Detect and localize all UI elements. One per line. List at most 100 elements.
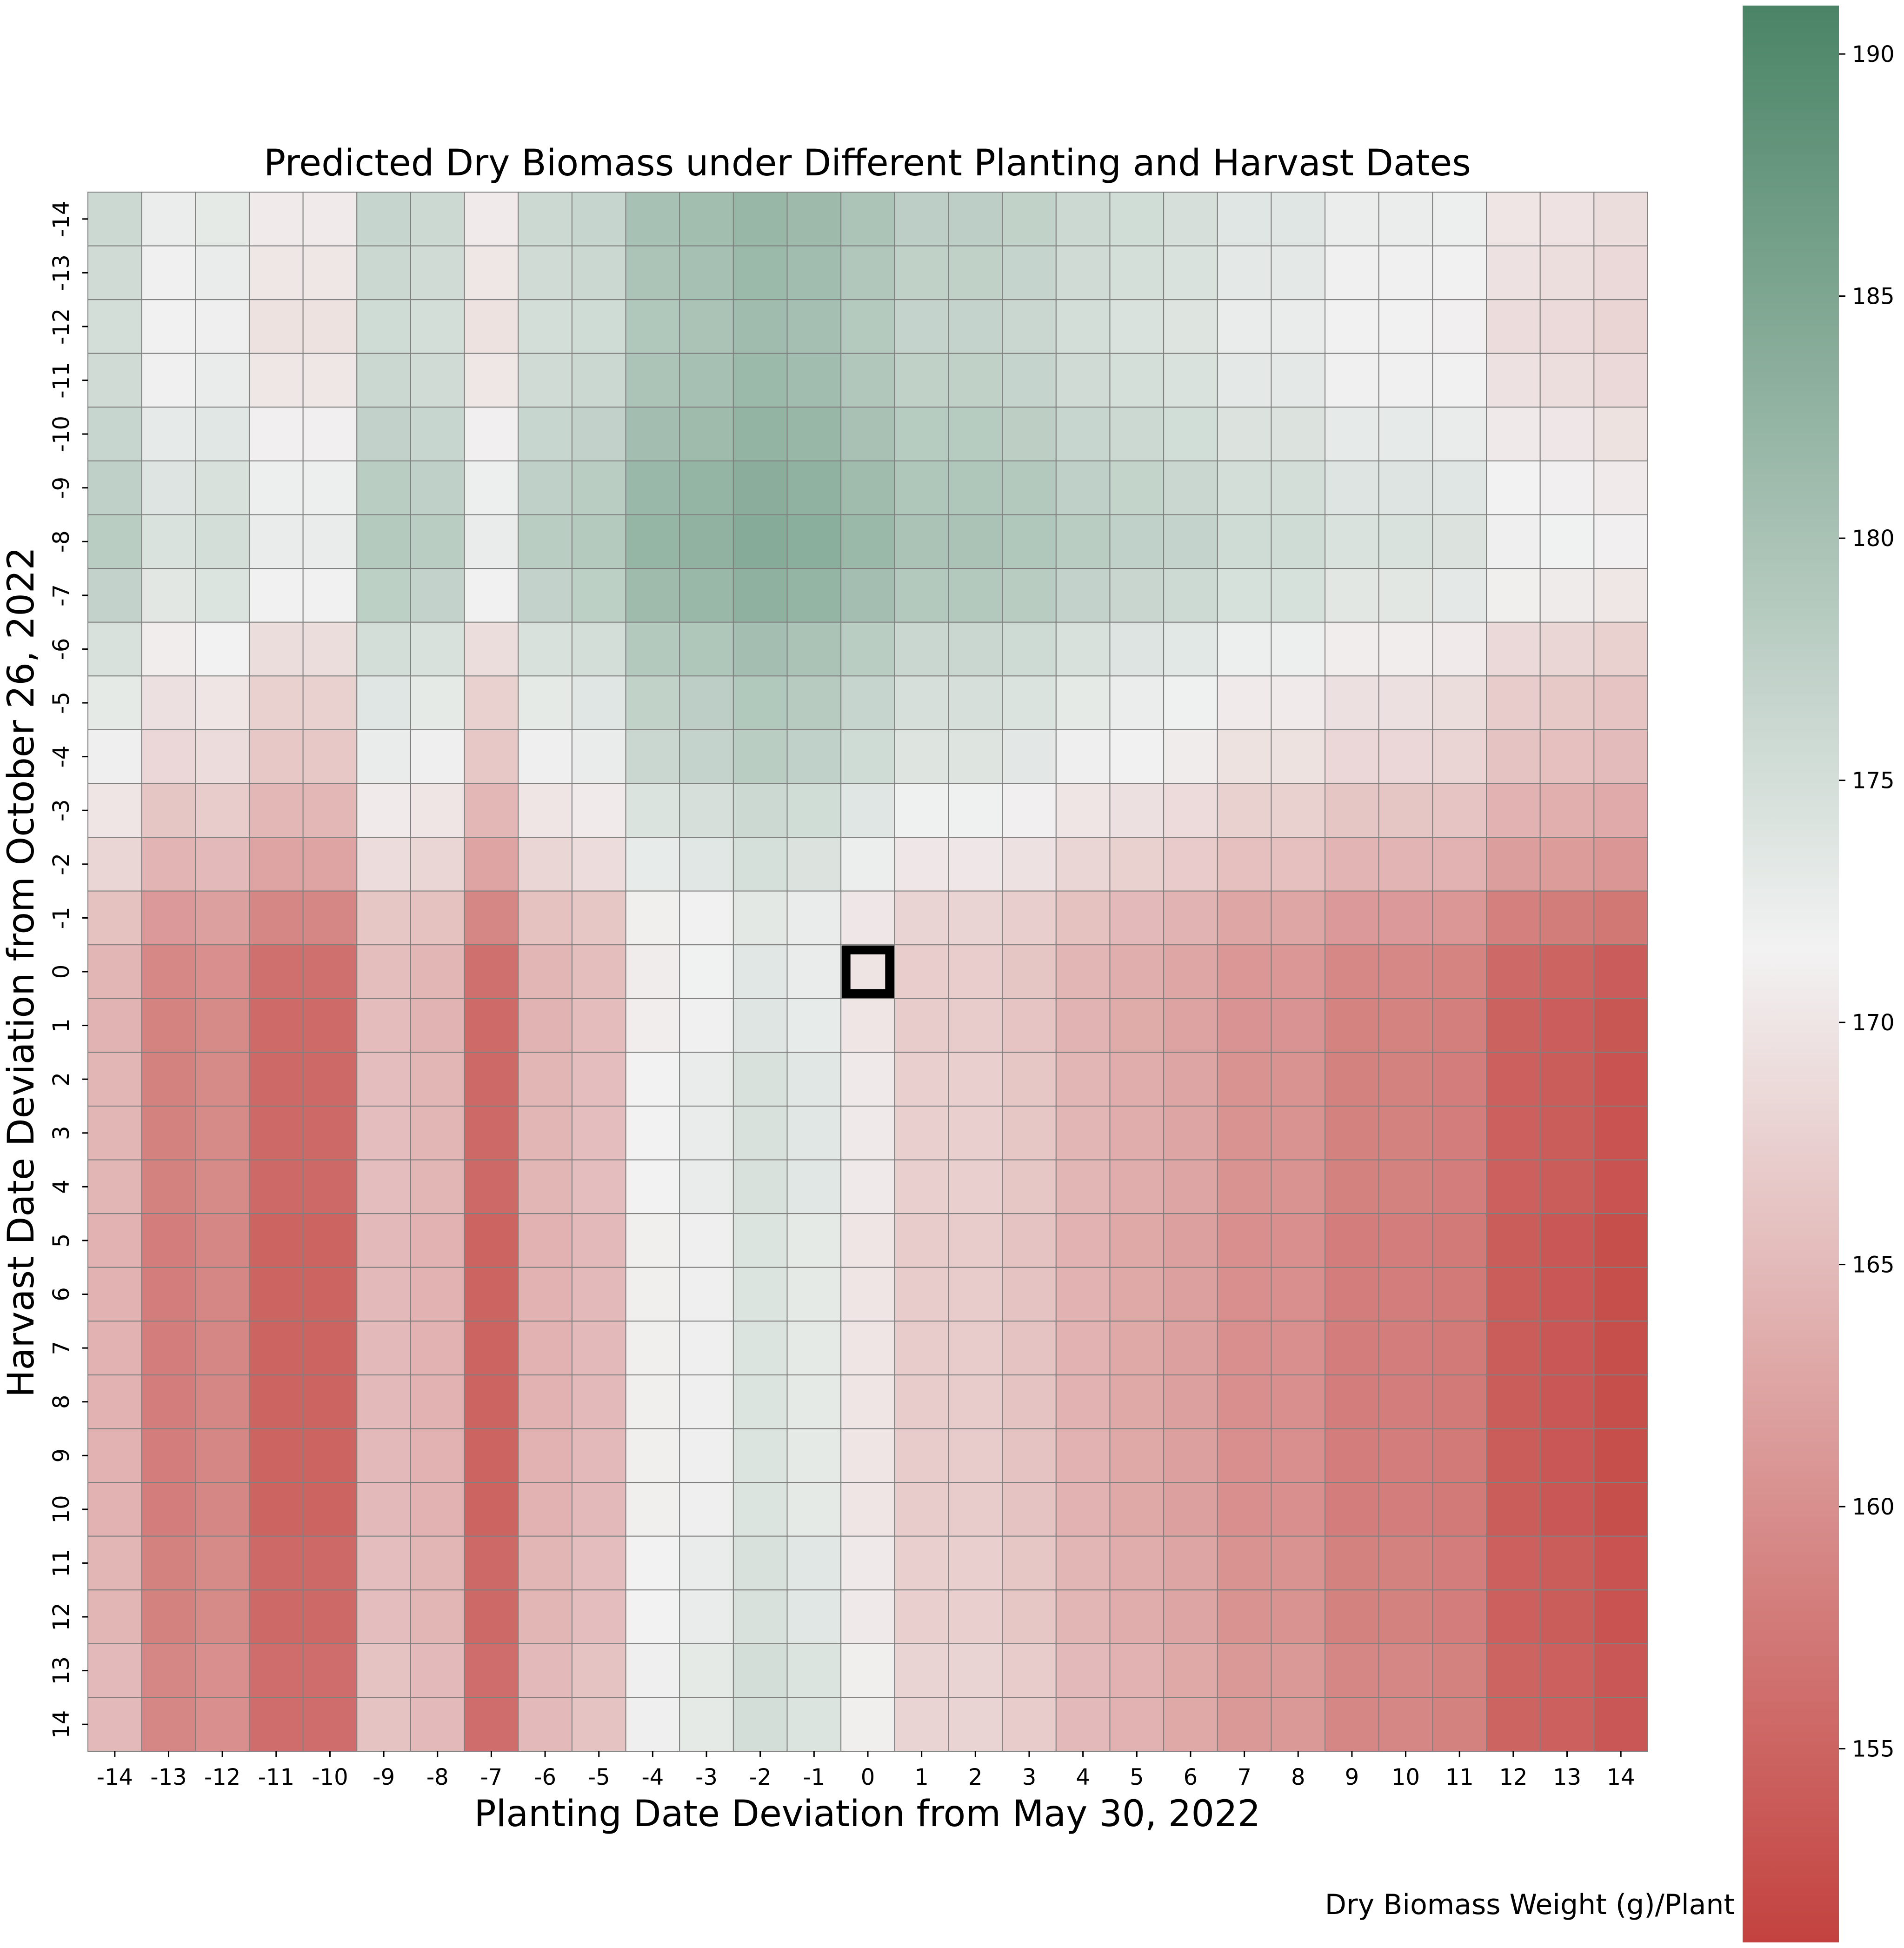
- heatmap-cell-13_-12: [1539, 299, 1595, 354]
- y-axis-label: Harvast Date Deviation from October 26, …: [0, 547, 42, 1397]
- heatmap-cell--12_9: [195, 1428, 250, 1483]
- heatmap-cell--2_3: [732, 1105, 788, 1161]
- heatmap-cell-12_-12: [1486, 299, 1541, 354]
- heatmap-cell-13_0: [1539, 944, 1595, 999]
- heatmap-cell--9_3: [356, 1105, 411, 1161]
- heatmap-cell-10_-9: [1378, 460, 1433, 515]
- heatmap-cells: [87, 192, 1648, 1752]
- y-tick-label: 4: [48, 1180, 74, 1194]
- x-tick-label: -5: [588, 1764, 610, 1790]
- heatmap-cell--3_-13: [679, 245, 734, 300]
- x-tick-label: 2: [968, 1764, 983, 1790]
- heatmap-cell-3_1: [1002, 998, 1057, 1053]
- heatmap-cell-12_5: [1486, 1213, 1541, 1268]
- heatmap-cell-14_-11: [1593, 353, 1648, 408]
- heatmap-cell--12_-5: [195, 675, 250, 730]
- heatmap-cell-14_13: [1593, 1643, 1648, 1698]
- heatmap-cell--14_6: [87, 1267, 142, 1322]
- heatmap-cell-2_2: [948, 1052, 1003, 1107]
- heatmap-cell--9_-1: [356, 890, 411, 946]
- heatmap-cell--14_14: [87, 1697, 142, 1752]
- heatmap-cell--1_-7: [786, 568, 842, 623]
- heatmap-cell-6_-4: [1163, 729, 1218, 784]
- heatmap-cell-0_-3: [840, 783, 895, 838]
- heatmap-cell--11_-14: [248, 192, 304, 247]
- heatmap-cell--11_-11: [248, 353, 304, 408]
- heatmap-cell-10_2: [1378, 1052, 1433, 1107]
- heatmap-cell-10_-8: [1378, 514, 1433, 569]
- heatmap-cell-2_10: [948, 1482, 1003, 1537]
- heatmap-cell--9_-13: [356, 245, 411, 300]
- heatmap-cell--4_5: [625, 1213, 680, 1268]
- heatmap-cell--4_-13: [625, 245, 680, 300]
- heatmap-cell--12_1: [195, 998, 250, 1053]
- heatmap-cell-2_12: [948, 1589, 1003, 1644]
- heatmap-cell-7_-5: [1217, 675, 1272, 730]
- heatmap-cell-10_0: [1378, 944, 1433, 999]
- heatmap-cell-5_-3: [1109, 783, 1165, 838]
- heatmap-cell-8_9: [1271, 1428, 1326, 1483]
- heatmap-cell--12_-6: [195, 621, 250, 677]
- heatmap-cell-9_2: [1325, 1052, 1379, 1107]
- heatmap-cell--3_5: [679, 1213, 734, 1268]
- heatmap-cell--2_2: [732, 1052, 788, 1107]
- heatmap-cell--4_8: [625, 1374, 680, 1429]
- heatmap-cell--10_9: [302, 1428, 358, 1483]
- heatmap-cell--10_-7: [302, 568, 358, 623]
- x-tick-label: -1: [803, 1764, 825, 1790]
- heatmap-cell-5_6: [1109, 1267, 1165, 1322]
- x-tick-label: -11: [258, 1764, 294, 1790]
- heatmap-cell--1_0: [786, 944, 842, 999]
- heatmap-cell-11_-12: [1432, 299, 1487, 354]
- heatmap-cell--9_-14: [356, 192, 411, 247]
- y-tick-label: -10: [48, 416, 74, 452]
- heatmap-cell--3_14: [679, 1697, 734, 1752]
- x-tick-label: 3: [1022, 1764, 1037, 1790]
- heatmap-cell-9_-7: [1325, 568, 1379, 623]
- heatmap-cell--13_9: [141, 1428, 196, 1483]
- heatmap-cell--13_7: [141, 1321, 196, 1375]
- heatmap-cell--8_-6: [410, 621, 465, 677]
- heatmap-cell--7_-8: [464, 514, 519, 569]
- heatmap-cell-0_-13: [840, 245, 895, 300]
- heatmap-cell-4_2: [1055, 1052, 1111, 1107]
- heatmap-cell-7_-10: [1217, 407, 1272, 461]
- heatmap-cell--2_-8: [732, 514, 788, 569]
- heatmap-cell--9_7: [356, 1321, 411, 1375]
- heatmap-cell-5_13: [1109, 1643, 1165, 1698]
- heatmap-cell--4_-5: [625, 675, 680, 730]
- heatmap-cell--6_0: [518, 944, 573, 999]
- heatmap-cell--2_7: [732, 1321, 788, 1375]
- heatmap-cell-11_3: [1432, 1105, 1487, 1161]
- heatmap-cell-1_-4: [894, 729, 949, 784]
- heatmap-cell--8_-14: [410, 192, 465, 247]
- heatmap-cell-5_7: [1109, 1321, 1165, 1375]
- y-tick-label: 12: [48, 1602, 74, 1631]
- heatmap-cell-6_-11: [1163, 353, 1218, 408]
- heatmap-cell-0_-10: [840, 407, 895, 461]
- heatmap-cell-3_12: [1002, 1589, 1057, 1644]
- heatmap-cell-12_-8: [1486, 514, 1541, 569]
- heatmap-cell--5_11: [571, 1535, 626, 1591]
- heatmap-cell--2_1: [732, 998, 788, 1053]
- heatmap-cell-4_-8: [1055, 514, 1111, 569]
- heatmap-cell-14_-13: [1593, 245, 1648, 300]
- heatmap-cell--12_4: [195, 1159, 250, 1214]
- heatmap-cell-2_14: [948, 1697, 1003, 1752]
- heatmap-cell-0_11: [840, 1535, 895, 1591]
- heatmap-cell-7_5: [1217, 1213, 1272, 1268]
- heatmap-cell-1_-11: [894, 353, 949, 408]
- heatmap-cell-5_11: [1109, 1535, 1165, 1591]
- y-tick-label: 13: [48, 1656, 74, 1685]
- heatmap-cell--11_9: [248, 1428, 304, 1483]
- heatmap-cell-5_-6: [1109, 621, 1165, 677]
- heatmap-cell--5_6: [571, 1267, 626, 1322]
- heatmap-cell-2_7: [948, 1321, 1003, 1375]
- heatmap-cell--14_5: [87, 1213, 142, 1268]
- heatmap-cell-11_14: [1432, 1697, 1487, 1752]
- heatmap-cell-0_-2: [840, 837, 895, 892]
- heatmap-cell-13_4: [1539, 1159, 1595, 1214]
- heatmap-cell-12_1: [1486, 998, 1541, 1053]
- heatmap-cell-13_-6: [1539, 621, 1595, 677]
- heatmap-cell--1_-6: [786, 621, 842, 677]
